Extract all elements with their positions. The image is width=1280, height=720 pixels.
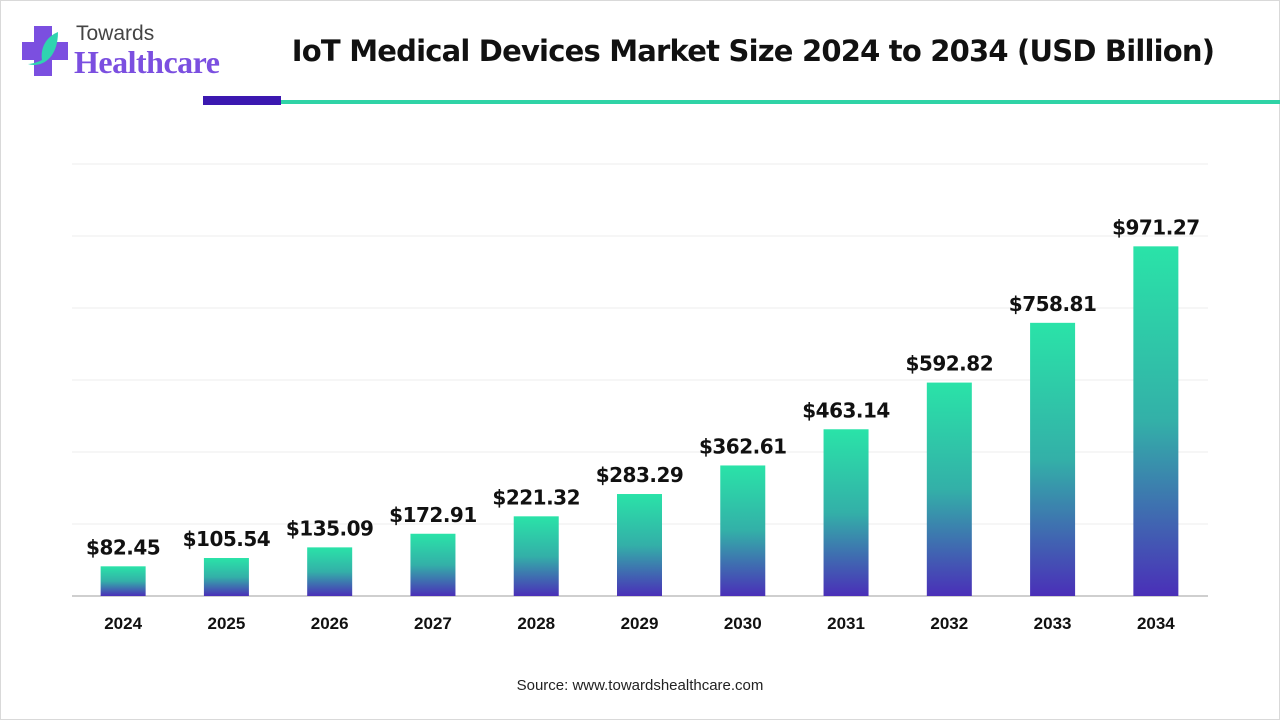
bar-2026 — [307, 547, 353, 596]
bar-2034 — [1133, 246, 1179, 596]
x-tick-label: 2027 — [414, 614, 452, 633]
bar-2025 — [203, 558, 249, 596]
bar-2027 — [410, 533, 456, 596]
data-label: $82.45 — [86, 535, 160, 559]
x-tick-label: 2033 — [1034, 614, 1072, 633]
x-tick-label: 2032 — [930, 614, 968, 633]
x-tick-label: 2030 — [724, 614, 762, 633]
bar-2030 — [720, 465, 766, 596]
bar-2032 — [926, 382, 972, 596]
data-label: $105.54 — [183, 527, 271, 551]
x-tick-label: 2026 — [311, 614, 349, 633]
chart-title: IoT Medical Devices Market Size 2024 to … — [291, 34, 1215, 68]
data-label: $592.82 — [906, 352, 994, 376]
x-tick-label: 2028 — [517, 614, 555, 633]
brand-logo: Towards Healthcare — [20, 22, 240, 82]
brand-name-line2: Healthcare — [74, 44, 220, 80]
data-label: $135.09 — [286, 516, 374, 540]
x-tick-label: 2034 — [1137, 614, 1175, 633]
data-label: $463.14 — [802, 398, 890, 422]
data-label: $283.29 — [596, 463, 684, 487]
bar-2031 — [823, 429, 869, 596]
x-tick-label: 2031 — [827, 614, 865, 633]
bar-2029 — [617, 494, 662, 596]
medical-cross-leaf-icon — [22, 26, 68, 76]
data-label: $971.27 — [1112, 215, 1200, 239]
title-underline-accent — [203, 96, 281, 105]
x-tick-label: 2024 — [104, 614, 142, 633]
data-label: $362.61 — [699, 434, 787, 458]
x-tick-label: 2025 — [207, 614, 245, 633]
data-label: $221.32 — [492, 485, 580, 509]
brand-name-line1: Towards — [76, 22, 155, 45]
title-underline — [281, 100, 1280, 104]
bar-2033 — [1030, 322, 1076, 596]
data-label: $758.81 — [1009, 292, 1097, 316]
source-note: Source: www.towardshealthcare.com — [516, 677, 764, 694]
bar-2024 — [100, 566, 146, 596]
data-label: $172.91 — [389, 503, 477, 527]
bar-2028 — [513, 516, 559, 596]
x-tick-label: 2029 — [621, 614, 659, 633]
